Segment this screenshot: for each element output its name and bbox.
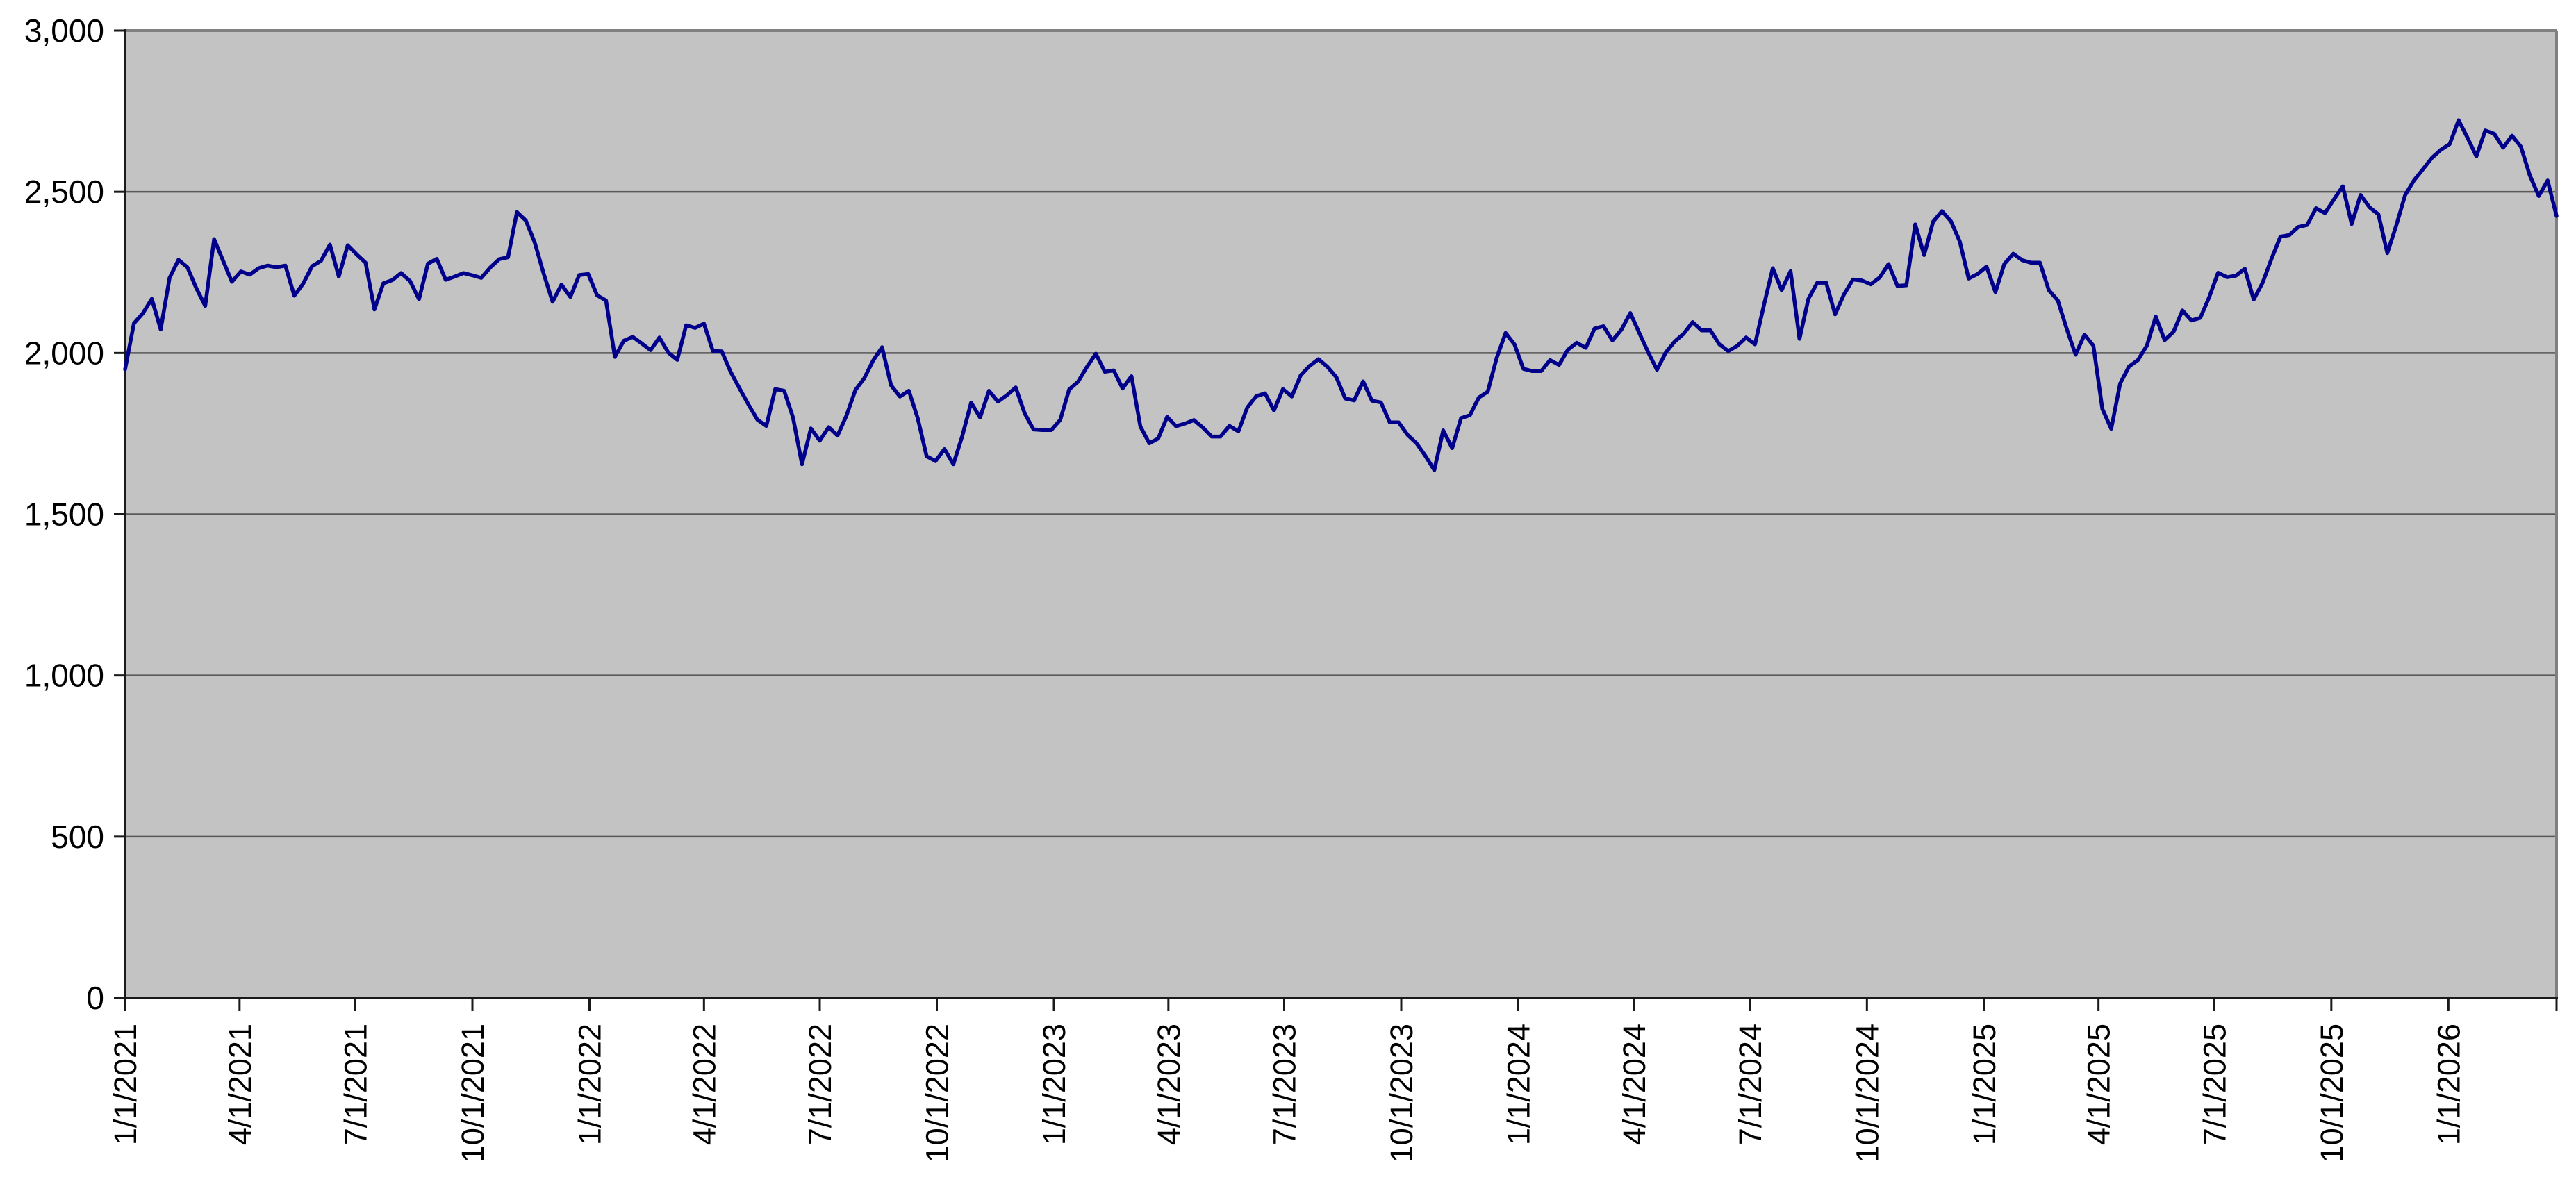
x-axis-tick-label: 4/1/2024 xyxy=(1617,1024,1652,1145)
x-axis-tick-label: 10/1/2023 xyxy=(1384,1024,1419,1162)
x-axis-tick-label: 7/1/2021 xyxy=(338,1024,374,1145)
x-axis-tick-label: 7/1/2023 xyxy=(1266,1024,1302,1145)
y-axis-tick-label: 2,500 xyxy=(24,174,104,210)
price-line xyxy=(123,118,2559,472)
y-axis-tick-label: 500 xyxy=(51,819,104,855)
x-axis-tick-label: 7/1/2025 xyxy=(2197,1024,2232,1145)
x-axis-tick-label: 4/1/2025 xyxy=(2081,1024,2117,1145)
x-axis-tick-label: 1/1/2024 xyxy=(1501,1024,1536,1145)
x-axis-tick-label: 1/1/2021 xyxy=(108,1024,143,1145)
x-axis-tick-label: 7/1/2024 xyxy=(1733,1024,1768,1145)
x-axis-tick-label: 7/1/2022 xyxy=(802,1024,838,1145)
y-axis-tick-label: 0 xyxy=(86,980,104,1016)
x-axis-tick-label: 4/1/2022 xyxy=(686,1024,722,1145)
x-axis-tick-label: 4/1/2023 xyxy=(1151,1024,1187,1145)
y-axis-tick-label: 1,000 xyxy=(24,658,104,694)
x-axis-tick-label: 4/1/2021 xyxy=(222,1024,258,1145)
y-axis-tick-label: 2,000 xyxy=(24,335,104,371)
x-axis-tick-label: 1/1/2022 xyxy=(572,1024,607,1145)
x-axis-tick-label: 1/1/2026 xyxy=(2431,1024,2466,1145)
x-axis-tick-label: 10/1/2022 xyxy=(919,1024,955,1162)
x-axis-tick-label: 10/1/2021 xyxy=(455,1024,490,1162)
x-axis-tick-label: 10/1/2024 xyxy=(1849,1024,1885,1162)
y-axis-tick-label: 1,500 xyxy=(24,497,104,533)
x-axis-tick-label: 1/1/2023 xyxy=(1037,1024,1072,1145)
y-axis-tick-label: 3,000 xyxy=(24,12,104,49)
x-axis-tick-label: 10/1/2025 xyxy=(2314,1024,2350,1162)
x-axis-tick-label: 1/1/2025 xyxy=(1967,1024,2002,1145)
